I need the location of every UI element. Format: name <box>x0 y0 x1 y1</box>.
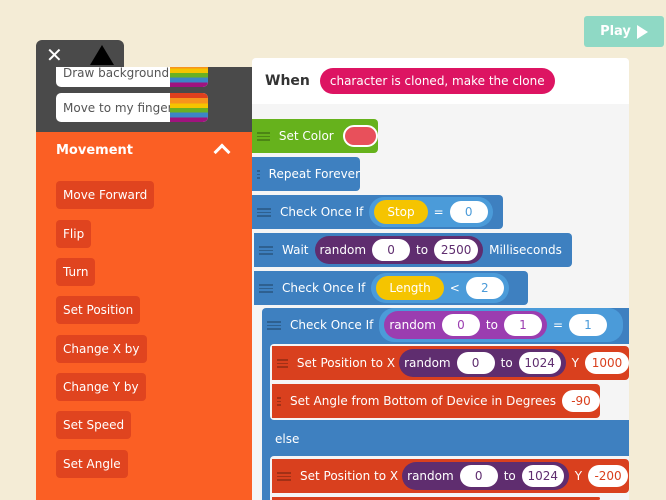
angle-field[interactable]: -90 <box>562 390 600 412</box>
repeat-forever-block[interactable]: Repeat Forever <box>252 157 360 191</box>
operator[interactable]: < <box>449 281 460 295</box>
random-label: random <box>389 318 436 332</box>
drag-handle-icon[interactable] <box>259 283 273 293</box>
random-from-field[interactable]: 0 <box>456 352 495 374</box>
random-from-field[interactable]: 0 <box>372 239 411 261</box>
when-label: When <box>265 73 310 89</box>
block-label: Set Angle from Bottom of Device in Degre… <box>290 394 556 408</box>
block-label: Set Color <box>278 129 334 143</box>
y-label: Y <box>574 469 583 483</box>
rainbow-icon <box>170 67 208 87</box>
random-from-field[interactable]: 0 <box>441 314 480 336</box>
to-label: to <box>416 243 429 257</box>
drag-handle-icon[interactable] <box>277 396 282 406</box>
random-label: random <box>407 469 454 483</box>
set-angle-block[interactable]: Set Angle from Bottom of Device in Degre… <box>272 384 600 418</box>
random-to-field[interactable]: 2500 <box>434 239 479 261</box>
y-field[interactable]: -200 <box>588 465 629 487</box>
random-expression: random 0 to 1024 <box>399 349 566 377</box>
random-expression: random 0 to 2500 <box>314 236 484 264</box>
y-label: Y <box>571 356 579 370</box>
value-field[interactable]: 2 <box>465 277 504 299</box>
close-icon[interactable]: ✕ <box>46 43 63 67</box>
partial-block[interactable] <box>272 497 600 500</box>
unit-label: Milliseconds <box>489 243 562 257</box>
block-label: Check Once If <box>282 281 366 295</box>
value-field[interactable]: 0 <box>449 201 488 223</box>
drag-handle-icon[interactable] <box>257 169 260 179</box>
event-trigger[interactable]: character is cloned, make the clone <box>319 68 555 94</box>
block-label: Wait <box>282 243 309 257</box>
sidebar-palette: Draw background Move to my finger <box>36 67 252 133</box>
random-label: random <box>319 243 367 257</box>
script-panel: When character is cloned, make the clone … <box>252 58 629 500</box>
to-label: to <box>503 469 516 483</box>
condition: Length <2 <box>371 273 509 303</box>
color-swatch[interactable] <box>342 125 378 147</box>
wait-block[interactable]: Wait random 0 to 2500 Milliseconds <box>254 233 572 267</box>
set-position-block[interactable]: Set Position to X random 0 to 1024 Y -200 <box>272 459 629 493</box>
set-position-block[interactable]: Set Position to X random 0 to 1024 Y 1000 <box>272 346 629 380</box>
drag-handle-icon[interactable] <box>257 207 271 217</box>
variable-length[interactable]: Length <box>376 276 444 300</box>
block-set-angle[interactable]: Set Angle <box>56 450 128 478</box>
value-field[interactable]: 1 <box>569 314 607 336</box>
random-to-field[interactable]: 1 <box>503 314 542 336</box>
sidebar-toolbar: ✕ <box>36 40 124 70</box>
check-once-if-length-block[interactable]: Check Once If Length <2 <box>254 271 528 305</box>
check-once-if-random-block[interactable]: Check Once If random 0 to 1 = 1 <box>262 308 629 342</box>
else-label: else <box>275 432 300 446</box>
palette-item-draw-background[interactable]: Draw background <box>56 67 208 87</box>
random-label: random <box>404 356 451 370</box>
chevron-up-icon[interactable] <box>213 143 231 161</box>
block-change-y[interactable]: Change Y by <box>56 373 146 401</box>
play-label: Play <box>600 24 631 39</box>
play-button[interactable]: Play <box>584 16 664 47</box>
condition: random 0 to 1 = 1 <box>379 308 623 342</box>
check-once-if-random-container: Check Once If random 0 to 1 = 1 else Set Posi… <box>262 308 629 500</box>
drag-handle-icon[interactable] <box>267 320 281 330</box>
random-to-field[interactable]: 1024 <box>518 352 561 374</box>
palette-item-label: Draw background <box>63 67 170 80</box>
drag-handle-icon[interactable] <box>277 358 288 368</box>
drag-handle-icon[interactable] <box>277 471 291 481</box>
rainbow-icon <box>170 93 208 122</box>
block-label: Set Position to X <box>296 356 396 370</box>
block-label: Check Once If <box>290 318 374 332</box>
drag-handle-icon[interactable] <box>257 131 270 141</box>
block-change-x[interactable]: Change X by <box>56 335 147 363</box>
block-turn[interactable]: Turn <box>56 258 96 286</box>
set-color-block[interactable]: Set Color <box>252 119 378 153</box>
block-set-speed[interactable]: Set Speed <box>56 411 132 439</box>
random-expression: random 0 to 1 <box>384 311 547 339</box>
triangle-icon[interactable] <box>90 45 114 65</box>
play-icon <box>636 24 648 39</box>
check-once-if-stop-block[interactable]: Check Once If Stop = 0 <box>252 195 503 229</box>
y-field[interactable]: 1000 <box>585 352 629 374</box>
variable-stop[interactable]: Stop <box>374 200 428 224</box>
block-label: Check Once If <box>280 205 364 219</box>
block-set-position[interactable]: Set Position <box>56 296 141 324</box>
operator[interactable]: = <box>433 205 444 219</box>
to-label: to <box>485 318 498 332</box>
to-label: to <box>500 356 513 370</box>
drag-handle-icon[interactable] <box>259 245 273 255</box>
block-move-forward[interactable]: Move Forward <box>56 181 155 209</box>
block-label: Set Position to X <box>300 469 399 483</box>
operator[interactable]: = <box>552 318 563 332</box>
random-expression: random 0 to 1024 <box>402 462 569 490</box>
section-title: Movement <box>56 143 133 158</box>
condition: Stop = 0 <box>369 197 493 227</box>
when-header: When character is cloned, make the clone <box>252 58 629 104</box>
palette-item-move-to-finger[interactable]: Move to my finger <box>56 93 208 122</box>
block-flip[interactable]: Flip <box>56 220 92 248</box>
random-to-field[interactable]: 1024 <box>521 465 564 487</box>
palette-item-label: Move to my finger <box>63 100 173 115</box>
movement-section: Movement Move Forward Flip Turn Set Posi… <box>36 132 252 500</box>
block-label: Repeat Forever <box>268 167 360 181</box>
random-from-field[interactable]: 0 <box>459 465 498 487</box>
